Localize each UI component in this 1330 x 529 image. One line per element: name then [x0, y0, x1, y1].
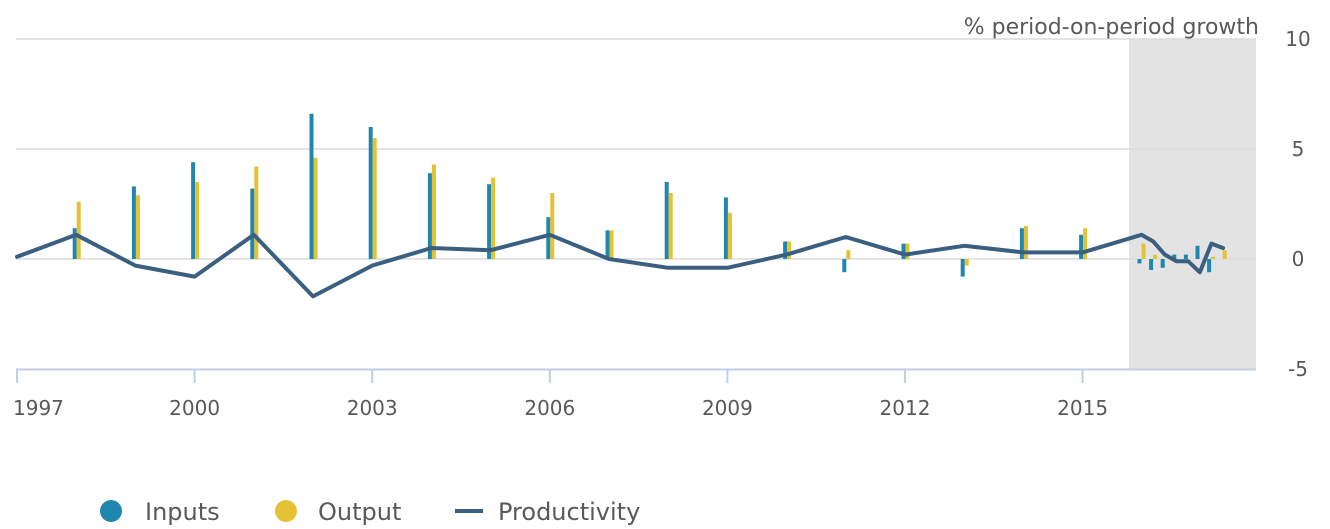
- inputs-bar-2012: [902, 244, 906, 259]
- output-bar-1999: [136, 195, 140, 259]
- y-tick-label-10: 10: [1285, 27, 1310, 51]
- inputs-bar-2017-q1: [1184, 255, 1188, 259]
- legend-inputs-marker: [100, 500, 122, 522]
- x-tick-label-2000: 2000: [169, 396, 220, 420]
- output-bar-2017-q3: [1211, 257, 1215, 259]
- legend-productivity-label: Productivity: [498, 498, 640, 526]
- output-bar-1998: [77, 202, 81, 259]
- forecast-shade: [1129, 39, 1256, 369]
- y-axis-unit-label: % period-on-period growth: [964, 15, 1259, 40]
- inputs-bar-2017-q3: [1207, 259, 1211, 272]
- output-bar-2016-q1: [1142, 244, 1146, 259]
- x-tick-label-2015: 2015: [1057, 396, 1108, 420]
- output-bar-2007: [610, 230, 614, 259]
- output-bar-2016-q2: [1153, 255, 1157, 259]
- x-axis: 1997 2000 2003 2006 2009 2012 2015: [13, 369, 1256, 420]
- inputs-bar-2016-q1: [1138, 259, 1142, 263]
- inputs-bar-2013: [961, 259, 965, 277]
- legend-inputs-label: Inputs: [145, 498, 220, 526]
- output-bar-2003: [373, 138, 377, 259]
- output-bar-2017-q4: [1223, 250, 1227, 259]
- legend-output-label: Output: [318, 498, 401, 526]
- output-bar-2013: [965, 259, 969, 266]
- output-bar-2015: [1083, 228, 1087, 259]
- inputs-bar-2011: [842, 259, 846, 272]
- inputs-bar-2016-q3: [1161, 259, 1165, 268]
- inputs-bar-2017-q2: [1196, 246, 1200, 259]
- output-bar-2005: [491, 178, 495, 259]
- inputs-bar-2008: [665, 182, 669, 259]
- y-tick-label-neg5: -5: [1288, 357, 1308, 381]
- gridlines: [16, 39, 1256, 259]
- inputs-bar-2007: [606, 230, 610, 259]
- output-bar-2000: [195, 182, 199, 259]
- inputs-bar-2015: [1079, 235, 1083, 259]
- inputs-bar-1999: [132, 186, 136, 259]
- inputs-bar-2009: [724, 197, 728, 259]
- x-tick-label-2012: 2012: [880, 396, 931, 420]
- inputs-bar-2000: [191, 162, 195, 259]
- legend-output-marker: [275, 500, 297, 522]
- forecast-shade-layer: [1129, 39, 1256, 369]
- inputs-bar-2016-q2: [1149, 259, 1153, 270]
- output-bar-2008: [669, 193, 673, 259]
- x-tick-label-2009: 2009: [702, 396, 753, 420]
- inputs-bar-2003: [369, 127, 373, 259]
- output-bar-2001: [254, 167, 258, 259]
- output-bar-2012: [906, 244, 910, 259]
- x-tick-label-2003: 2003: [347, 396, 398, 420]
- x-tick-label-1997: 1997: [13, 396, 64, 420]
- legend: Inputs Output Productivity: [100, 498, 640, 526]
- output-bar-2006: [550, 193, 554, 259]
- inputs-bar-2006: [546, 217, 550, 259]
- y-tick-label-0: 0: [1292, 247, 1305, 271]
- output-bar-2010: [787, 241, 791, 259]
- x-tick-label-2006: 2006: [524, 396, 575, 420]
- y-axis-ticks: 10 5 0 -5: [1285, 27, 1310, 381]
- output-bar-2004: [432, 164, 436, 259]
- y-tick-label-5: 5: [1292, 137, 1305, 161]
- inputs-bar-2005: [487, 184, 491, 259]
- inputs-bar-2001: [250, 189, 254, 259]
- output-bar-2002: [314, 158, 318, 259]
- inputs-bar-2002: [310, 114, 314, 259]
- output-bar-2011: [846, 250, 850, 259]
- output-bar-2009: [728, 213, 732, 259]
